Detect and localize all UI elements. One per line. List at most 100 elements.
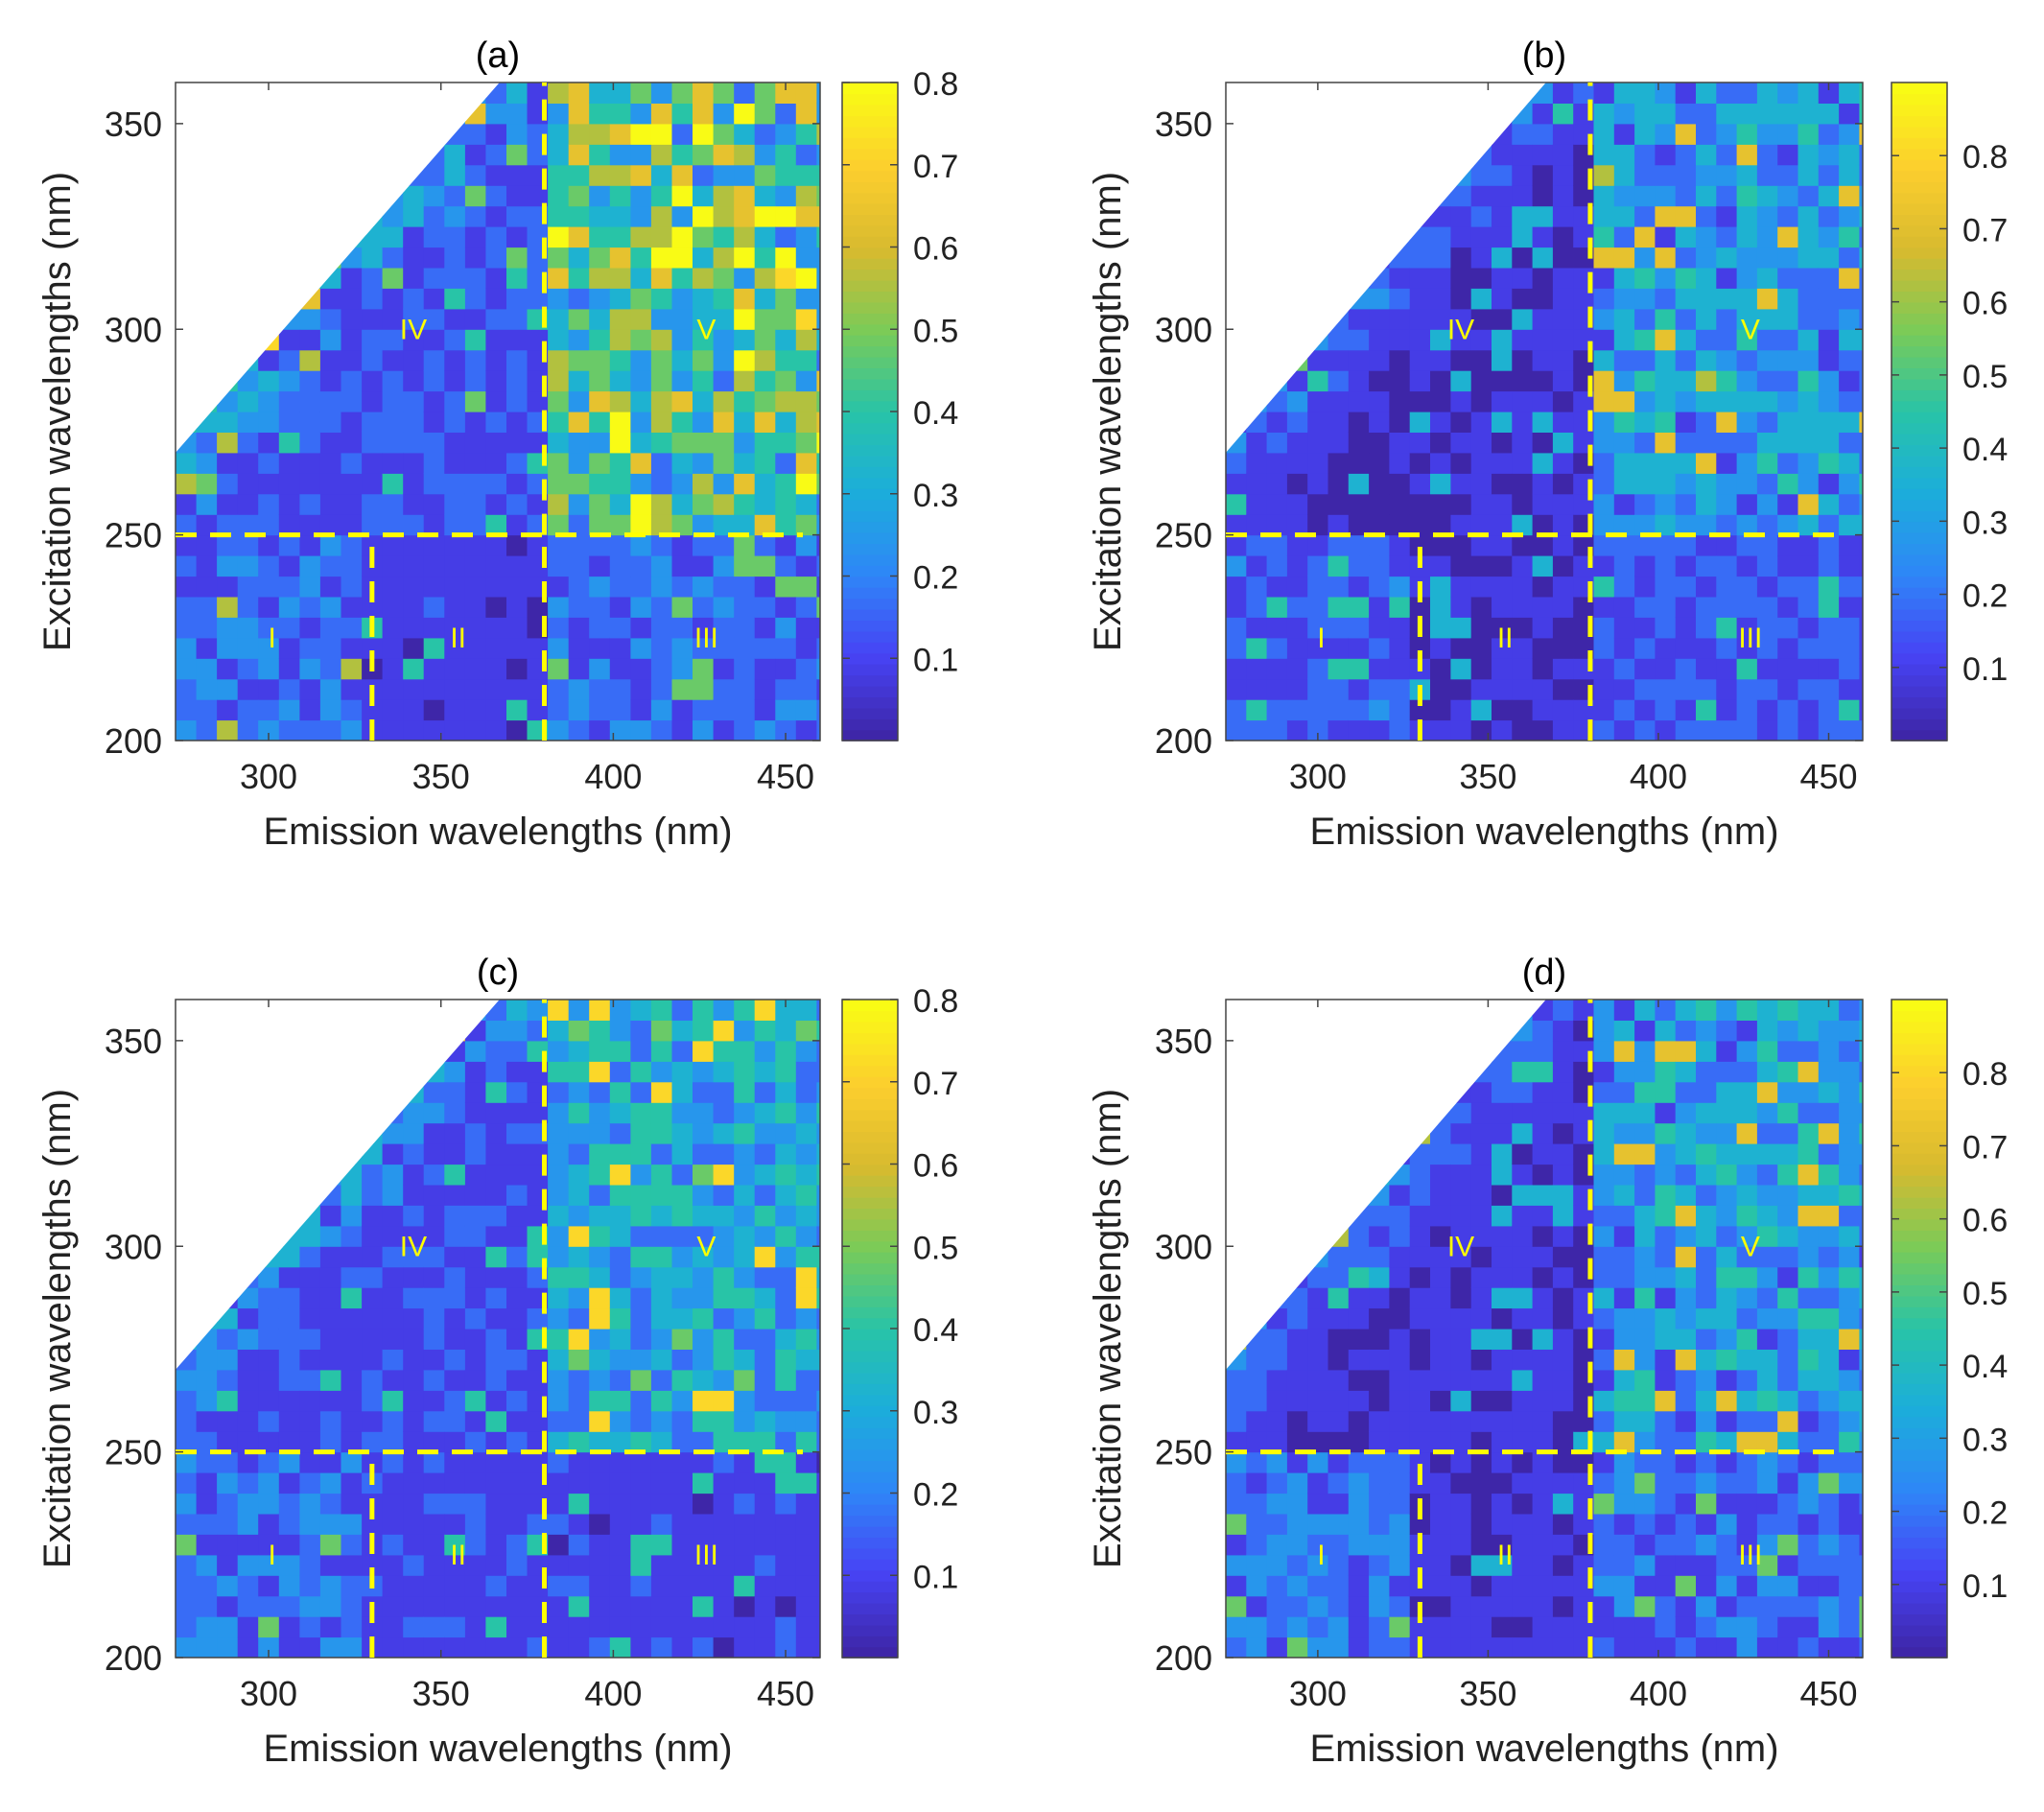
heatmap-cell: [1797, 1472, 1820, 1494]
heatmap-cell: [1716, 1102, 1738, 1124]
heatmap-cell: [1797, 226, 1820, 248]
heatmap-cell: [1266, 144, 1288, 166]
heatmap-cell: [1307, 1225, 1329, 1247]
heatmap-cell: [650, 658, 673, 680]
heatmap-cell: [1450, 1472, 1472, 1494]
heatmap-cell: [362, 534, 384, 556]
heatmap-cell: [1246, 103, 1268, 125]
colorbar-tick-label: 0.7: [913, 149, 958, 185]
heatmap-cell: [1797, 1205, 1820, 1227]
heatmap-cell: [1756, 123, 1778, 145]
heatmap-cell: [176, 1595, 198, 1617]
heatmap-cell: [299, 514, 321, 536]
heatmap-cell: [1307, 144, 1329, 166]
heatmap-cell: [319, 390, 342, 412]
heatmap-cell: [382, 267, 404, 289]
heatmap-cell: [176, 1390, 198, 1412]
heatmap-cell: [1226, 699, 1247, 721]
heatmap-cell: [1634, 1431, 1656, 1453]
heatmap-cell: [754, 226, 776, 248]
heatmap-cell: [1655, 1575, 1677, 1597]
heatmap-cell: [1655, 699, 1677, 721]
heatmap-cell: [1307, 1266, 1329, 1288]
heatmap-cell: [775, 226, 797, 248]
heatmap-cell: [1512, 1410, 1534, 1432]
heatmap-cell: [693, 123, 715, 145]
heatmap-cell: [1736, 329, 1758, 351]
heatmap-cell: [1756, 82, 1778, 104]
heatmap-cell: [1389, 349, 1411, 371]
colorbar-segment: [1891, 1394, 1947, 1406]
heatmap-cell: [485, 1410, 507, 1432]
heatmap-cell: [548, 1020, 570, 1042]
heatmap-cell: [1716, 534, 1738, 556]
heatmap-cell: [589, 1246, 611, 1268]
heatmap-cell: [1634, 1493, 1656, 1515]
heatmap-cell: [1348, 637, 1370, 659]
colorbar-segment: [1891, 1262, 1947, 1275]
heatmap-cell: [176, 678, 198, 700]
heatmap-cell: [1859, 1595, 1863, 1617]
heatmap-cell: [1839, 1554, 1860, 1576]
heatmap-cell: [444, 699, 466, 721]
heatmap-cell: [1266, 1164, 1288, 1186]
heatmap-cell: [1409, 1451, 1431, 1473]
heatmap-cell: [630, 226, 652, 248]
heatmap-cell: [1286, 267, 1308, 289]
heatmap-cell: [1613, 412, 1635, 433]
heatmap-cell: [1348, 1534, 1370, 1556]
heatmap-cell: [1552, 123, 1574, 145]
heatmap-cell: [1777, 1595, 1799, 1617]
heatmap-cell: [464, 205, 487, 227]
heatmap-cell: [403, 1472, 425, 1494]
heatmap-cell: [237, 1513, 259, 1535]
heatmap-cell: [1696, 1390, 1717, 1412]
heatmap-cell: [568, 1349, 590, 1371]
heatmap-cell: [1327, 1307, 1350, 1330]
colorbar-segment: [1891, 1405, 1947, 1418]
heatmap-cell: [423, 1410, 445, 1432]
heatmap-cell: [1409, 1266, 1431, 1288]
heatmap-cell: [1286, 1081, 1308, 1103]
colorbar-segment: [842, 1021, 898, 1034]
heatmap-cell: [464, 493, 487, 515]
heatmap-cell: [1348, 349, 1370, 371]
heatmap-cell: [548, 576, 570, 598]
heatmap-cell: [1266, 1081, 1288, 1103]
heatmap-cell: [568, 637, 590, 659]
heatmap-cell: [444, 308, 466, 330]
heatmap-cell: [1634, 164, 1656, 186]
heatmap-cell: [589, 1122, 611, 1144]
heatmap-cell: [1655, 1061, 1677, 1083]
heatmap-cell: [1327, 452, 1350, 474]
heatmap-cell: [1492, 1636, 1513, 1658]
heatmap-cell: [485, 1225, 507, 1247]
heatmap-cell: [1593, 205, 1615, 227]
heatmap-cell: [1859, 1287, 1863, 1309]
heatmap-cell: [734, 555, 756, 577]
heatmap-cell: [278, 1636, 300, 1658]
heatmap-cell: [382, 1287, 404, 1309]
heatmap-cell: [734, 288, 756, 310]
colorbar-tick-label: 0.6: [913, 1148, 958, 1185]
heatmap-cell: [403, 1164, 425, 1186]
heatmap-cell: [1470, 1636, 1492, 1658]
heatmap-cell: [319, 1307, 342, 1330]
heatmap-cell: [506, 349, 529, 371]
heatmap-cell: [299, 1329, 321, 1350]
heatmap-cell: [464, 1472, 487, 1494]
heatmap-cell: [1327, 288, 1350, 310]
heatmap-cell: [485, 1431, 507, 1453]
heatmap-cell: [630, 1246, 652, 1268]
heatmap-cell: [1859, 1431, 1863, 1453]
heatmap-cell: [630, 1000, 652, 1021]
heatmap-cell: [1266, 123, 1288, 145]
heatmap-cell: [609, 1266, 631, 1288]
heatmap-cell: [341, 329, 363, 351]
heatmap-cell: [1327, 514, 1350, 536]
heatmap-cell: [1552, 370, 1574, 392]
heatmap-cell: [196, 288, 218, 310]
heatmap-cell: [382, 1000, 404, 1021]
heatmap-cell: [485, 103, 507, 125]
heatmap-cell: [1532, 617, 1554, 639]
